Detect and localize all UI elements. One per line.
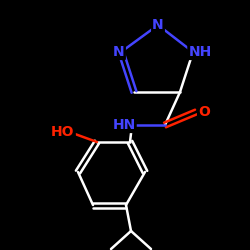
Text: N: N xyxy=(152,18,164,32)
Text: HN: HN xyxy=(112,118,136,132)
Text: O: O xyxy=(198,105,210,119)
Text: N: N xyxy=(113,45,125,59)
Text: HO: HO xyxy=(51,125,75,139)
Text: NH: NH xyxy=(188,45,212,59)
